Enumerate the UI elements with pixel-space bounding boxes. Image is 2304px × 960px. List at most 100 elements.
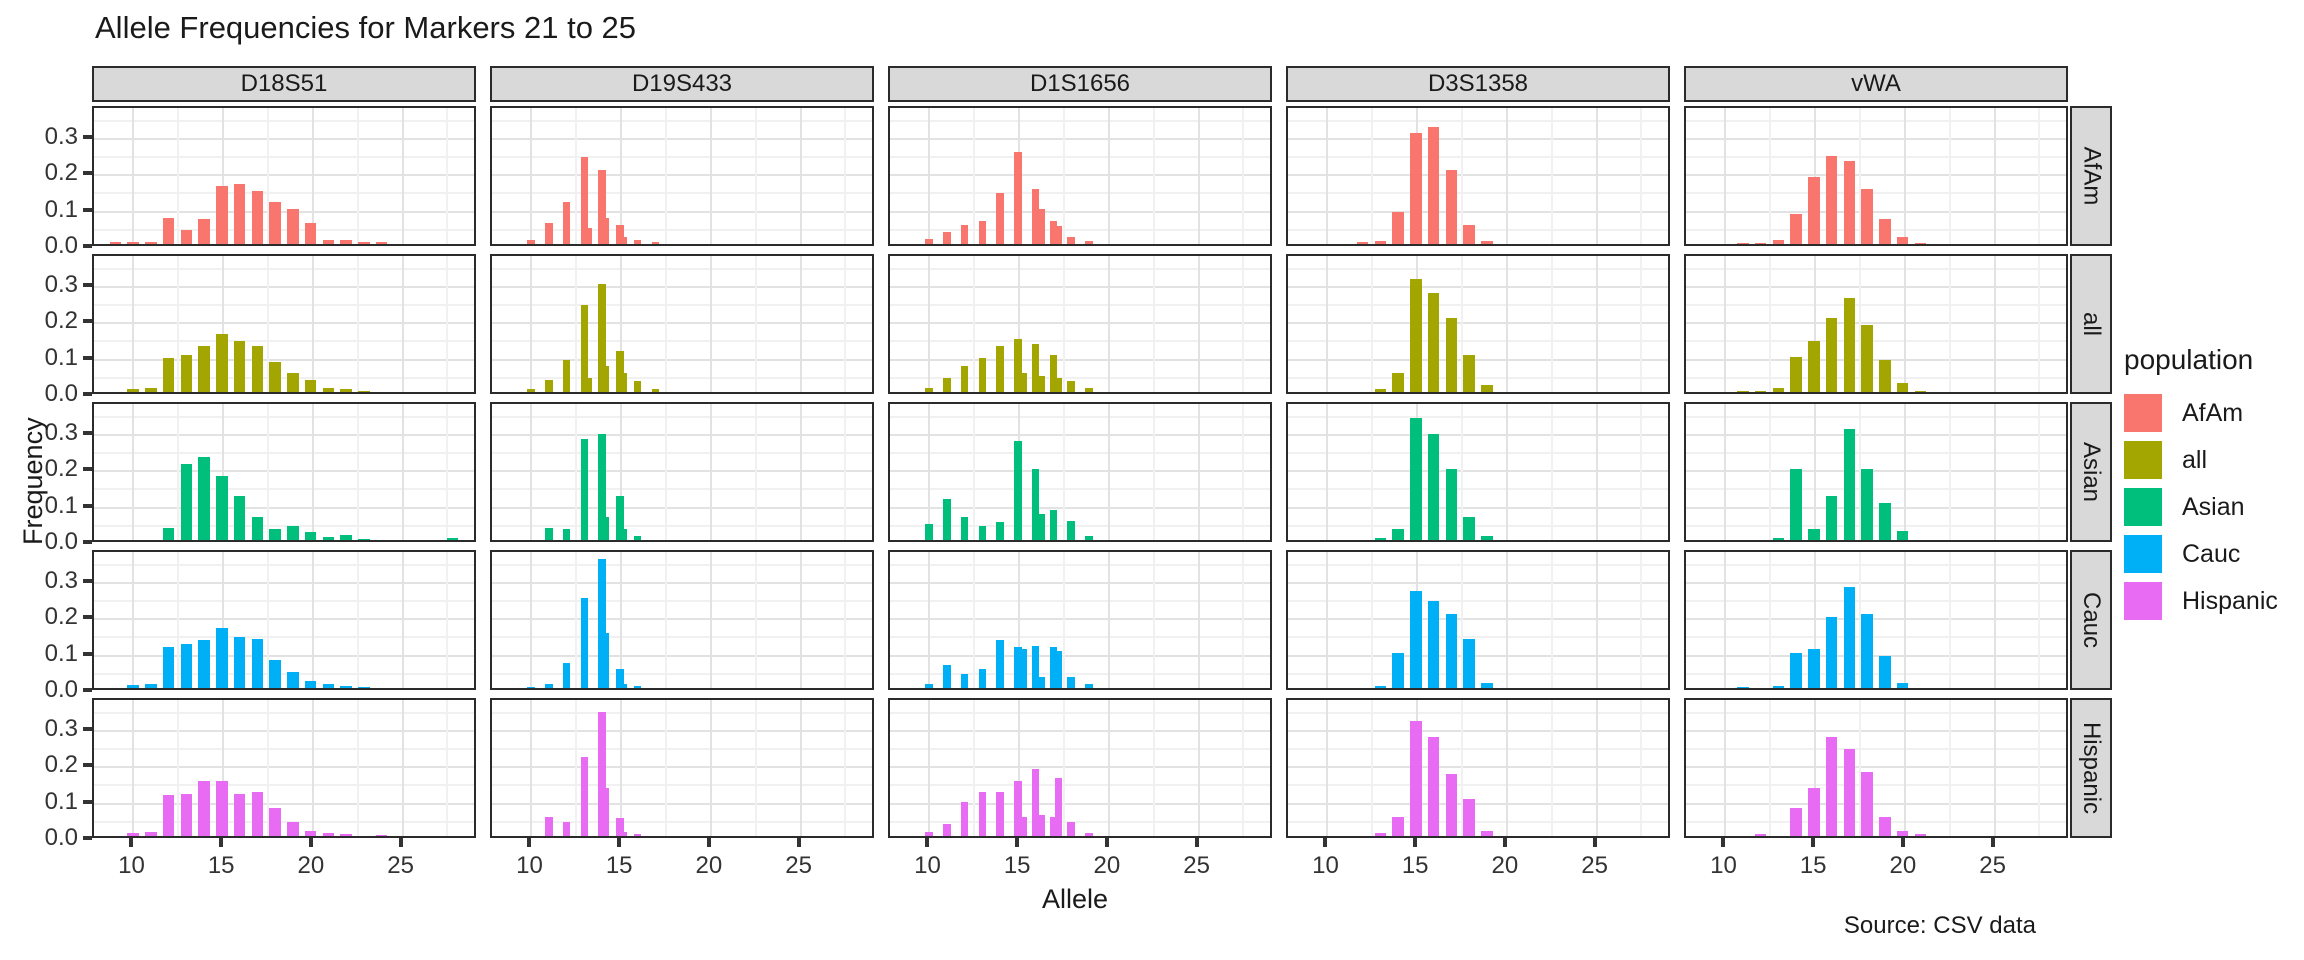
gridline-h (492, 376, 872, 379)
bar-vWA-Hispanic-15 (1808, 788, 1820, 836)
legend-item-label: Asian (2182, 492, 2245, 521)
gridline-h (890, 672, 1270, 675)
gridline-v (222, 700, 225, 836)
gridline-h (1288, 192, 1668, 195)
gridline-h (94, 506, 474, 509)
gridline-v (1326, 256, 1329, 392)
bar-D18S51-Asian-12 (162, 527, 175, 540)
bar-D1S1656-all-11 (943, 377, 951, 392)
x-tick-mark (398, 838, 403, 847)
gridline-v (1018, 256, 1021, 392)
bar-vWA-Cauc-16 (1825, 617, 1838, 688)
bar-D18S51-all-15 (216, 333, 228, 392)
gridline-h (1686, 358, 2066, 361)
x-tick-label: 25 (387, 852, 414, 879)
bar-D1S1656-AfAm-11 (943, 231, 951, 244)
bar-D19S433-Hispanic-12 (562, 821, 571, 836)
gridline-h (492, 137, 872, 140)
gridline-v (1107, 404, 1110, 540)
bar-D19S433-AfAm-10 (527, 240, 535, 244)
gridline-h (492, 766, 872, 769)
bar-D1S1656-Cauc-17 (1049, 647, 1058, 688)
bar-D3S1358-Cauc-18 (1463, 638, 1475, 688)
y-tick-label: 0.2 (44, 751, 78, 779)
bar-D18S51-Hispanic-20 (304, 830, 317, 836)
gridline-h (890, 267, 1270, 270)
gridline-h (1686, 802, 2066, 805)
gridline-h (1686, 322, 2066, 325)
bar-D3S1358-AfAm-17 (1445, 169, 1458, 244)
x-tick-mark (1990, 838, 1995, 847)
gridline-v (575, 256, 578, 392)
bar-D1S1656-Cauc-17.3 (1054, 650, 1063, 688)
x-tick-mark (527, 838, 532, 847)
gridline-h (1288, 267, 1668, 270)
gridline-h (94, 563, 474, 566)
bar-D19S433-Cauc-12 (562, 663, 571, 688)
bar-D1S1656-Hispanic-17.3 (1054, 777, 1063, 836)
bar-D1S1656-Asian-15 (1014, 441, 1022, 540)
bar-vWA-Cauc-11 (1737, 686, 1749, 688)
gridline-h (492, 600, 872, 603)
gridline-v (1550, 404, 1553, 540)
legend-item-label: AfAm (2182, 398, 2244, 427)
gridline-v (1640, 552, 1643, 688)
bar-D19S433-AfAm-13.2 (584, 228, 592, 244)
bar-D1S1656-Cauc-12 (960, 673, 969, 688)
bar-D18S51-AfAm-16 (233, 183, 246, 244)
gridline-h (1288, 156, 1668, 159)
gridline-h (890, 174, 1270, 177)
x-tick-mark (1811, 838, 1816, 847)
gridline-v (1063, 552, 1066, 688)
gridline-v (2038, 256, 2041, 392)
legend-key-swatch (2124, 582, 2162, 620)
gridline-v (844, 700, 847, 836)
gridline-v (1326, 552, 1329, 688)
gridline-v (1769, 256, 1772, 392)
x-tick-label: 15 (1401, 852, 1429, 879)
panel-D3S1358-Cauc (1286, 550, 1670, 690)
gridline-v (222, 108, 225, 244)
chart-title: Allele Frequencies for Markers 21 to 25 (95, 10, 637, 45)
gridline-h (890, 156, 1270, 159)
gridline-h (1288, 672, 1668, 675)
gridline-v (1595, 700, 1598, 836)
y-tick-label: 0.2 (44, 159, 78, 187)
bar-D18S51-Asian-13 (180, 464, 193, 540)
gridline-h (1288, 433, 1668, 436)
bar-D18S51-AfAm-20 (304, 222, 317, 244)
bar-D1S1656-all-12 (960, 365, 969, 392)
gridline-v (401, 552, 404, 688)
panel-vWA-Hispanic (1684, 698, 2068, 838)
bar-D19S433-Hispanic-13 (580, 756, 589, 836)
bar-D18S51-Hispanic-21 (322, 833, 335, 836)
y-tick-label: 0.0 (44, 232, 78, 259)
gridline-v (620, 256, 623, 392)
legend-item-Asian: Asian (2124, 488, 2278, 526)
bar-D18S51-all-19 (287, 372, 299, 392)
y-tick-label: 0.2 (44, 307, 78, 335)
gridline-h (492, 322, 872, 325)
gridline-v (620, 552, 623, 688)
y-tick-mark (83, 726, 92, 731)
bar-D1S1656-Cauc-14 (996, 640, 1004, 688)
panel-D19S433-all (490, 254, 874, 394)
bar-D3S1358-Hispanic-15 (1410, 721, 1422, 836)
gridline-h (890, 322, 1270, 325)
gridline-h (1288, 322, 1668, 325)
bar-D3S1358-AfAm-16 (1427, 127, 1440, 244)
bar-D18S51-Hispanic-17 (251, 791, 264, 836)
legend-items: AfAm all Asian Cauc Hispanic (2124, 394, 2278, 620)
bar-D1S1656-AfAm-16 (1031, 189, 1040, 244)
gridline-h (492, 358, 872, 361)
gridline-v (267, 108, 270, 244)
x-tick-label: 10 (118, 852, 145, 879)
gridline-h (94, 636, 474, 639)
x-tick-mark (706, 838, 711, 847)
bar-D3S1358-Cauc-17 (1445, 613, 1458, 688)
gridline-v (1903, 552, 1906, 688)
panel-D18S51-Asian (92, 402, 476, 542)
gridline-h (890, 618, 1270, 621)
gridline-h (492, 802, 872, 805)
y-tick-mark (83, 430, 92, 435)
